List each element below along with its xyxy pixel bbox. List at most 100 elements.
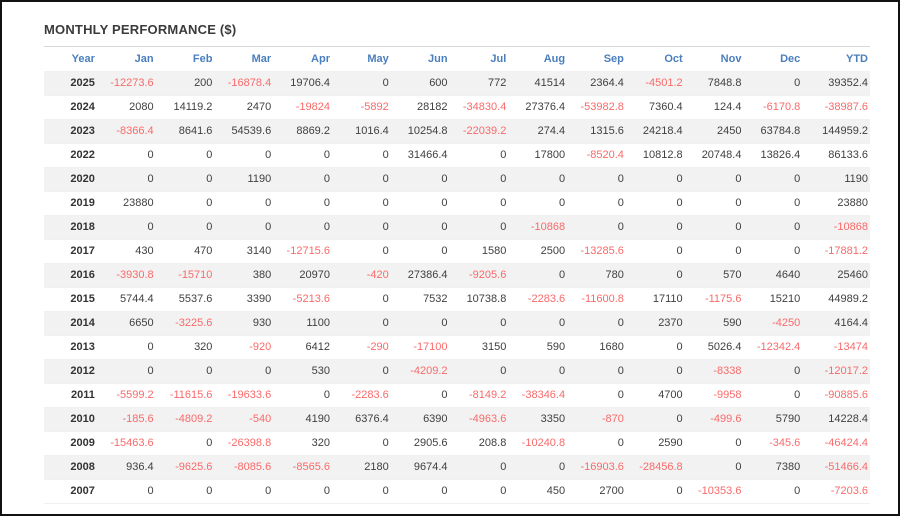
value-cell-apr: -19824 bbox=[295, 101, 330, 113]
value-cell-nov: 0 bbox=[735, 221, 742, 233]
value-cell-may: -290 bbox=[366, 341, 389, 353]
value-cell-mar: 3140 bbox=[246, 245, 272, 257]
year-cell: 2016 bbox=[70, 269, 95, 281]
table-row-2011: 2011 -5599.2 -11615.6 -19633.6 0 -2283.6 0 -814… bbox=[44, 383, 870, 407]
value-cell-sep: -870 bbox=[601, 413, 624, 425]
value-cell-nov: 7848.8 bbox=[707, 76, 742, 89]
value-cell-may: 0 bbox=[382, 149, 389, 161]
table-row-2009: 2009 -15463.6 0 -26398.8 320 0 2905.6 208.8 -102… bbox=[44, 431, 870, 455]
value-cell-ytd: 144959.2 bbox=[822, 125, 868, 137]
value-cell-dec: 7380 bbox=[775, 461, 801, 473]
value-cell-nov: -8338 bbox=[713, 365, 742, 377]
year-cell: 2013 bbox=[70, 341, 95, 353]
column-header-aug: Aug bbox=[543, 53, 566, 65]
value-cell-may: 0 bbox=[382, 293, 389, 305]
value-cell-apr: 0 bbox=[323, 197, 330, 209]
value-cell-ytd: 1190 bbox=[844, 173, 868, 185]
value-cell-apr: 20970 bbox=[299, 269, 330, 281]
value-cell-dec: 0 bbox=[794, 245, 801, 257]
value-cell-ytd: 14228.4 bbox=[828, 413, 868, 425]
value-cell-jul: 0 bbox=[500, 173, 507, 185]
value-cell-ytd: 44989.2 bbox=[828, 293, 868, 305]
value-cell-sep: 0 bbox=[617, 173, 624, 185]
value-cell-nov: -499.6 bbox=[710, 413, 742, 425]
year-cell: 2025 bbox=[70, 76, 95, 89]
value-cell-oct: 10812.8 bbox=[642, 149, 683, 161]
value-cell-jan: 0 bbox=[147, 149, 154, 161]
value-cell-jul: 0 bbox=[500, 149, 507, 161]
value-cell-apr: 1100 bbox=[306, 317, 330, 329]
value-cell-jan: 0 bbox=[147, 365, 154, 377]
value-cell-feb: 0 bbox=[206, 149, 213, 161]
value-cell-oct: 0 bbox=[676, 341, 683, 353]
value-cell-may: 0 bbox=[382, 485, 389, 497]
column-header-sep: Sep bbox=[603, 53, 624, 65]
value-cell-dec: 0 bbox=[794, 173, 801, 185]
value-cell-ytd: -13474 bbox=[833, 341, 868, 353]
value-cell-oct: 0 bbox=[676, 365, 683, 377]
value-cell-jul: 10738.8 bbox=[466, 293, 507, 305]
value-cell-dec: -4250 bbox=[772, 317, 801, 329]
value-cell-jul: 1580 bbox=[481, 245, 507, 257]
value-cell-aug: 0 bbox=[558, 269, 566, 281]
value-cell-apr: 0 bbox=[323, 173, 330, 185]
value-cell-apr: 0 bbox=[323, 221, 330, 233]
table-row-2014: 2014 6650 -3225.6 930 1100 0 0 0 0 0 2370 590 -4250 4… bbox=[44, 311, 870, 335]
year-cell: 2023 bbox=[70, 125, 95, 137]
value-cell-sep: 0 bbox=[617, 365, 624, 377]
value-cell-jan: 5744.4 bbox=[119, 293, 154, 305]
value-cell-sep: 0 bbox=[617, 197, 624, 209]
value-cell-sep: -53982.8 bbox=[580, 101, 624, 113]
value-cell-may: -5892 bbox=[360, 101, 389, 113]
value-cell-ytd: -7203.6 bbox=[830, 485, 868, 497]
value-cell-dec: -345.6 bbox=[769, 437, 801, 449]
value-cell-oct: 0 bbox=[676, 245, 683, 257]
value-cell-aug: 41514 bbox=[534, 76, 566, 89]
value-cell-dec: 5790 bbox=[775, 413, 801, 425]
value-cell-jul: -4963.6 bbox=[469, 413, 507, 425]
value-cell-jul: -8149.2 bbox=[469, 389, 507, 401]
value-cell-jan: -12273.6 bbox=[110, 76, 154, 89]
value-cell-jul: 0 bbox=[500, 197, 507, 209]
value-cell-oct: 7360.4 bbox=[649, 101, 683, 113]
value-cell-jun: 0 bbox=[441, 317, 448, 329]
value-cell-oct: 2590 bbox=[658, 437, 683, 449]
table-row-2008: 2008 936.4 -9625.6 -8085.6 -8565.6 2180 9674.4… bbox=[44, 455, 870, 479]
value-cell-dec: 15210 bbox=[769, 293, 801, 305]
value-cell-aug: 3350 bbox=[540, 413, 566, 425]
value-cell-oct: 0 bbox=[676, 173, 683, 185]
value-cell-feb: 200 bbox=[194, 76, 213, 89]
column-header-year: Year bbox=[71, 53, 95, 65]
value-cell-oct: 0 bbox=[676, 413, 683, 425]
value-cell-mar: 0 bbox=[265, 485, 272, 497]
value-cell-feb: -9625.6 bbox=[175, 461, 213, 473]
column-header-may: May bbox=[367, 53, 389, 65]
value-cell-mar: 1190 bbox=[247, 173, 272, 185]
value-cell-jan: 23880 bbox=[123, 197, 154, 209]
value-cell-ytd: -51466.4 bbox=[824, 461, 868, 473]
value-cell-sep: -11600.8 bbox=[581, 293, 624, 305]
table-row-2022: 2022 0 0 0 0 0 31466.4 0 17800 -8520.4 10812.8 2074… bbox=[44, 143, 870, 167]
value-cell-ytd: 4164.4 bbox=[834, 317, 868, 329]
value-cell-apr: 0 bbox=[323, 389, 330, 401]
value-cell-may: 0 bbox=[382, 173, 389, 185]
value-cell-feb: 14119.2 bbox=[173, 101, 213, 113]
value-cell-aug: 27376.4 bbox=[525, 101, 566, 113]
value-cell-apr: 530 bbox=[311, 365, 330, 377]
value-cell-sep: 1680 bbox=[599, 341, 624, 353]
value-cell-jan: -3930.8 bbox=[116, 269, 154, 281]
value-cell-jan: 2080 bbox=[129, 101, 154, 113]
value-cell-jul: -22039.2 bbox=[462, 125, 507, 137]
value-cell-jun: 2905.6 bbox=[413, 437, 448, 449]
value-cell-feb: 0 bbox=[206, 365, 213, 377]
value-cell-mar: -26398.8 bbox=[227, 437, 272, 449]
year-cell: 2017 bbox=[70, 245, 95, 257]
value-cell-aug: 0 bbox=[558, 197, 566, 209]
monthly-performance-panel: MONTHLY PERFORMANCE ($) Year Jan Feb Mar Apr… bbox=[2, 2, 898, 504]
value-cell-jun: 0 bbox=[441, 221, 448, 233]
value-cell-nov: 0 bbox=[735, 197, 742, 209]
year-cell: 2015 bbox=[70, 293, 95, 305]
value-cell-feb: -4809.2 bbox=[175, 413, 213, 425]
value-cell-jul: 0 bbox=[500, 365, 507, 377]
value-cell-oct: 0 bbox=[676, 197, 683, 209]
